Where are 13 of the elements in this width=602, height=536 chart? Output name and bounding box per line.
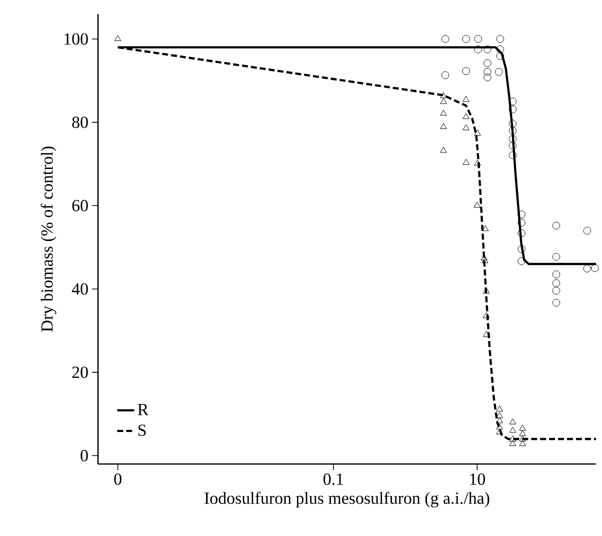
- y-tick-label: 0: [80, 450, 88, 462]
- y-tick-label: 60: [72, 200, 88, 212]
- x-tick-label: 10: [470, 473, 486, 485]
- legend-label: S: [138, 424, 146, 436]
- x-tick-label: 0.1: [323, 473, 344, 485]
- legend-label: R: [138, 404, 149, 416]
- x-tick-label: 0: [114, 473, 122, 485]
- y-axis-title: Dry biomass (% of control): [40, 146, 56, 332]
- y-tick-label: 20: [72, 366, 88, 378]
- x-axis-title: Iodosulfuron plus mesosulfuron (g a.i./ha): [204, 492, 490, 508]
- y-tick-label: 80: [72, 116, 88, 128]
- y-tick-label: 40: [72, 283, 88, 295]
- y-tick-label: 100: [64, 33, 88, 45]
